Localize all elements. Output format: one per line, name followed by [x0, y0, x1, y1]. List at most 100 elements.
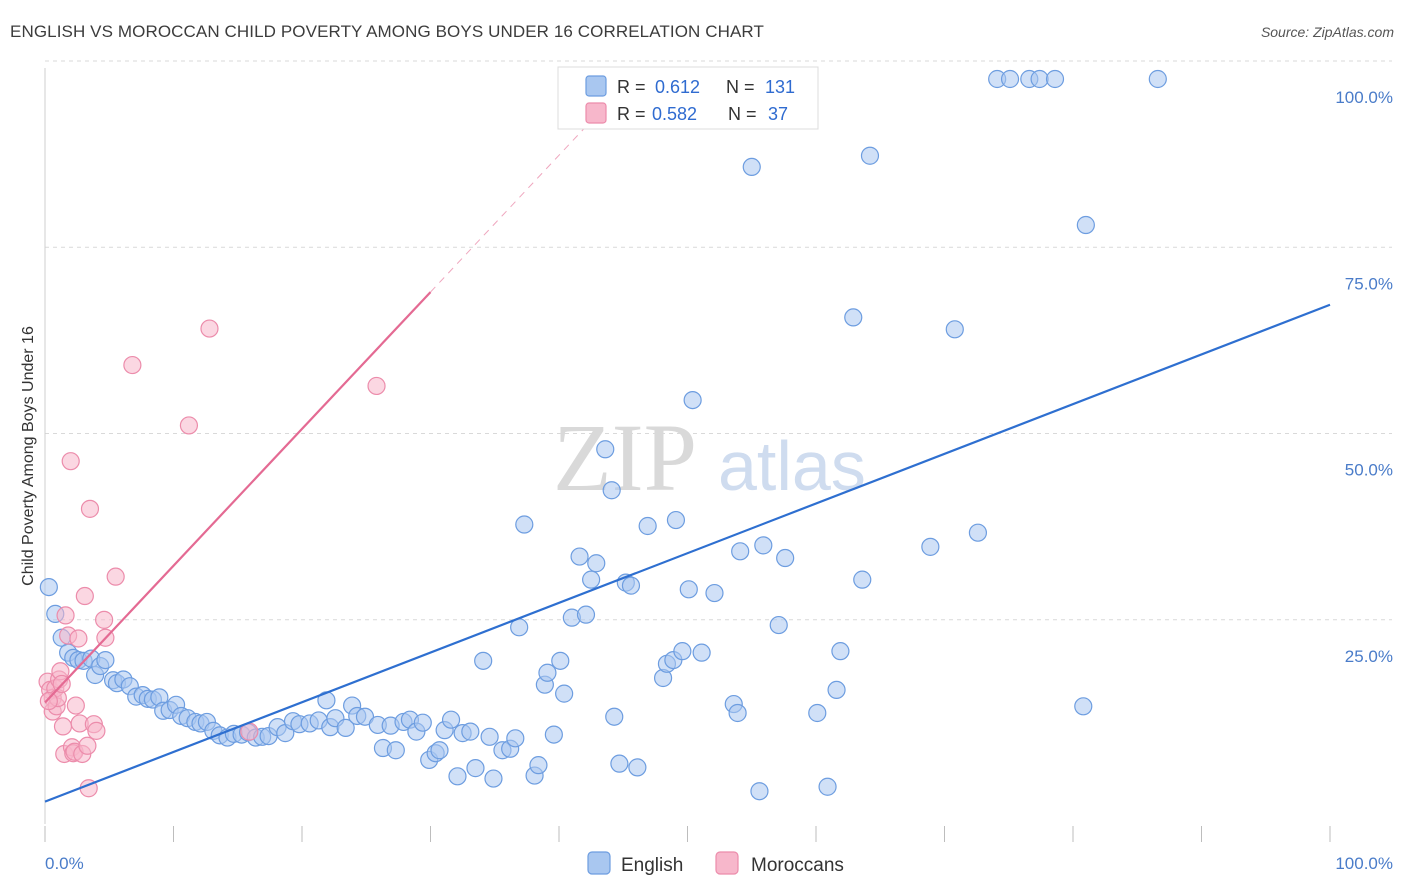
y-tick-label-3: 100.0%	[1335, 88, 1393, 107]
moroccan-point-18	[66, 696, 85, 715]
english-point-90	[610, 754, 629, 773]
english-point-111	[776, 548, 795, 568]
english-point-121	[968, 523, 988, 542]
x-tick-label-0: 0.0%	[45, 854, 84, 873]
legend: R = 0.612 N = 131 R = 0.582 N = 37	[557, 66, 819, 130]
y-tick-label-2: 75.0%	[1345, 274, 1393, 293]
moroccan-point-23	[78, 736, 97, 755]
english-trend-line	[44, 303, 1331, 803]
english-point-94	[638, 516, 657, 536]
moroccan-point-32	[179, 416, 199, 435]
english-point-102	[692, 643, 711, 662]
english-point-79	[544, 725, 563, 744]
english-point-115	[831, 642, 850, 661]
bottom-legend: English Moroccans	[587, 851, 844, 876]
bottom-legend-english-swatch	[587, 851, 611, 875]
moroccan-trend-line	[44, 291, 432, 704]
legend-moroccan-n-value: 37	[768, 104, 788, 124]
english-point-74	[515, 515, 534, 534]
moroccan-point-14	[61, 452, 80, 471]
english-point-101	[683, 390, 702, 410]
grid-layer	[44, 60, 1392, 824]
bottom-legend-moroccan-swatch	[715, 851, 739, 875]
english-point-125	[1030, 69, 1049, 89]
moroccan-point-25	[80, 499, 100, 518]
legend-english-r-label: R =	[617, 77, 646, 97]
english-point-99	[673, 642, 692, 661]
bottom-legend-english-label: English	[621, 855, 683, 876]
english-point-67	[474, 651, 493, 670]
legend-english-n-label: N =	[726, 77, 755, 97]
english-point-112	[808, 703, 827, 723]
legend-english-swatch	[585, 75, 607, 97]
english-point-0	[39, 577, 58, 597]
moroccan-point-19	[69, 629, 88, 648]
english-point-89	[605, 707, 624, 726]
legend-moroccan-r-value: 0.582	[652, 104, 697, 124]
moroccan-point-27	[87, 721, 106, 740]
english-point-66	[466, 759, 485, 778]
english-point-46	[336, 718, 355, 737]
english-point-78	[538, 663, 557, 682]
moroccan-point-35	[367, 376, 386, 396]
english-point-53	[386, 741, 405, 760]
moroccan-trend-extension	[430, 78, 631, 293]
english-point-81	[555, 684, 574, 703]
english-point-85	[582, 570, 601, 589]
english-point-103	[705, 583, 724, 603]
english-point-129	[1148, 69, 1167, 89]
english-point-128	[1076, 215, 1095, 235]
english-point-84	[576, 605, 596, 624]
legend-moroccan-r-label: R =	[617, 104, 646, 124]
moroccan-point-22	[75, 586, 94, 606]
english-point-106	[731, 542, 750, 561]
english-point-72	[506, 729, 525, 748]
moroccan-point-10	[53, 717, 73, 736]
y-tick-label-1: 50.0%	[1345, 461, 1393, 480]
moroccan-point-28	[95, 610, 114, 629]
watermark-atlas: atlas	[718, 427, 866, 505]
moroccan-point-12	[56, 606, 75, 625]
english-point-107	[742, 157, 761, 177]
english-point-105	[728, 703, 747, 723]
english-point-114	[827, 680, 846, 700]
english-point-57	[413, 713, 432, 732]
english-point-65	[461, 722, 480, 741]
axis-ticks: 25.0% 50.0% 75.0% 100.0% 0.0% 100.0%	[44, 88, 1393, 873]
bottom-legend-moroccan-label: Moroccans	[751, 855, 844, 876]
english-point-116	[844, 308, 863, 327]
y-axis-title: Child Poverty Among Boys Under 16	[20, 326, 37, 586]
chart-title: ENGLISH VS MOROCCAN CHILD POVERTY AMONG …	[10, 22, 764, 41]
english-point-117	[853, 570, 872, 589]
source-credit: Source: ZipAtlas.com	[1260, 24, 1394, 40]
english-point-68	[480, 727, 499, 746]
english-point-127	[1074, 697, 1093, 716]
legend-moroccan-n-label: N =	[728, 104, 757, 124]
english-point-108	[750, 782, 769, 801]
english-point-69	[484, 769, 503, 788]
moroccan-point-31	[123, 355, 142, 375]
moroccan-point-33	[200, 319, 219, 338]
english-point-109	[754, 536, 773, 555]
english-point-98	[666, 510, 686, 530]
english-point-62	[441, 710, 461, 729]
english-point-126	[1045, 69, 1065, 89]
english-point-88	[602, 481, 621, 500]
english-point-80	[551, 651, 570, 670]
english-point-118	[860, 146, 880, 165]
english-point-92	[621, 576, 641, 595]
english-point-76	[529, 756, 548, 775]
english-point-86	[587, 554, 606, 573]
moroccan-point-36	[39, 691, 58, 711]
x-tick-label-1: 100.0%	[1335, 854, 1393, 873]
english-point-60	[430, 741, 449, 760]
trend-lines	[44, 78, 1331, 803]
watermark-zip: ZIP	[553, 404, 697, 511]
legend-english-n-value: 131	[765, 77, 795, 97]
legend-english-r-value: 0.612	[655, 77, 700, 97]
english-point-113	[818, 777, 837, 796]
english-point-120	[945, 320, 964, 339]
english-point-87	[596, 440, 615, 459]
english-point-123	[1000, 69, 1020, 89]
